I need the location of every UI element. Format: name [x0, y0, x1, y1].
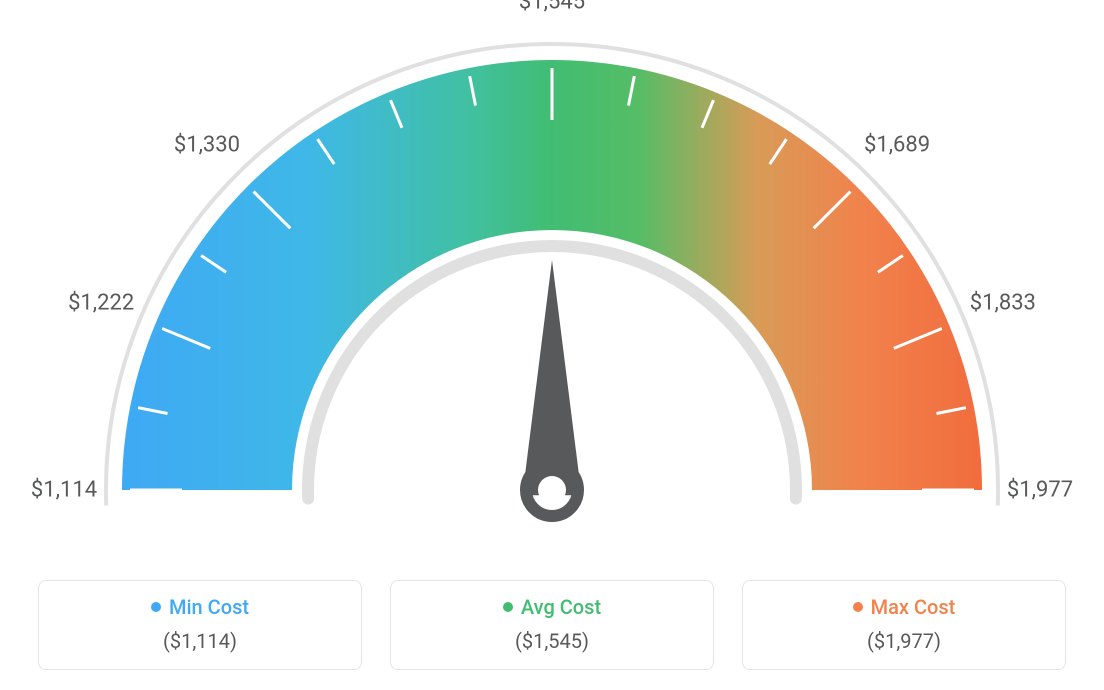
legend-card-avg: Avg Cost ($1,545)	[390, 580, 714, 670]
legend-title-min: Min Cost	[151, 595, 249, 619]
legend-card-min: Min Cost ($1,114)	[38, 580, 362, 670]
legend-value-avg: ($1,545)	[401, 629, 703, 653]
gauge-tick-label: $1,689	[864, 132, 930, 157]
legend-label-max: Max Cost	[871, 595, 956, 619]
gauge-tick-label: $1,833	[970, 291, 1036, 316]
cost-gauge-infographic: $1,114 $1,222 $1,330 $1,545 $1,689 $1,833 $1,9…	[0, 0, 1104, 690]
legend-label-min: Min Cost	[169, 595, 249, 619]
legend-title-avg: Avg Cost	[503, 595, 601, 619]
legend-card-max: Max Cost ($1,977)	[742, 580, 1066, 670]
gauge-tick-label: $1,977	[1007, 478, 1073, 503]
legend-value-max: ($1,977)	[753, 629, 1055, 653]
legend-label-avg: Avg Cost	[521, 595, 601, 619]
dot-icon	[853, 602, 863, 612]
legend-value-min: ($1,114)	[49, 629, 351, 653]
gauge-svg	[0, 0, 1104, 560]
legend-title-max: Max Cost	[853, 595, 956, 619]
gauge-tick-label: $1,114	[31, 478, 97, 503]
gauge-tick-label: $1,222	[68, 291, 134, 316]
dot-icon	[151, 602, 161, 612]
dot-icon	[503, 602, 513, 612]
legend-row: Min Cost ($1,114) Avg Cost ($1,545) Max …	[0, 580, 1104, 670]
gauge-chart: $1,114 $1,222 $1,330 $1,545 $1,689 $1,833 $1,9…	[0, 0, 1104, 560]
gauge-tick-label: $1,545	[519, 0, 585, 15]
gauge-tick-label: $1,330	[174, 132, 240, 157]
